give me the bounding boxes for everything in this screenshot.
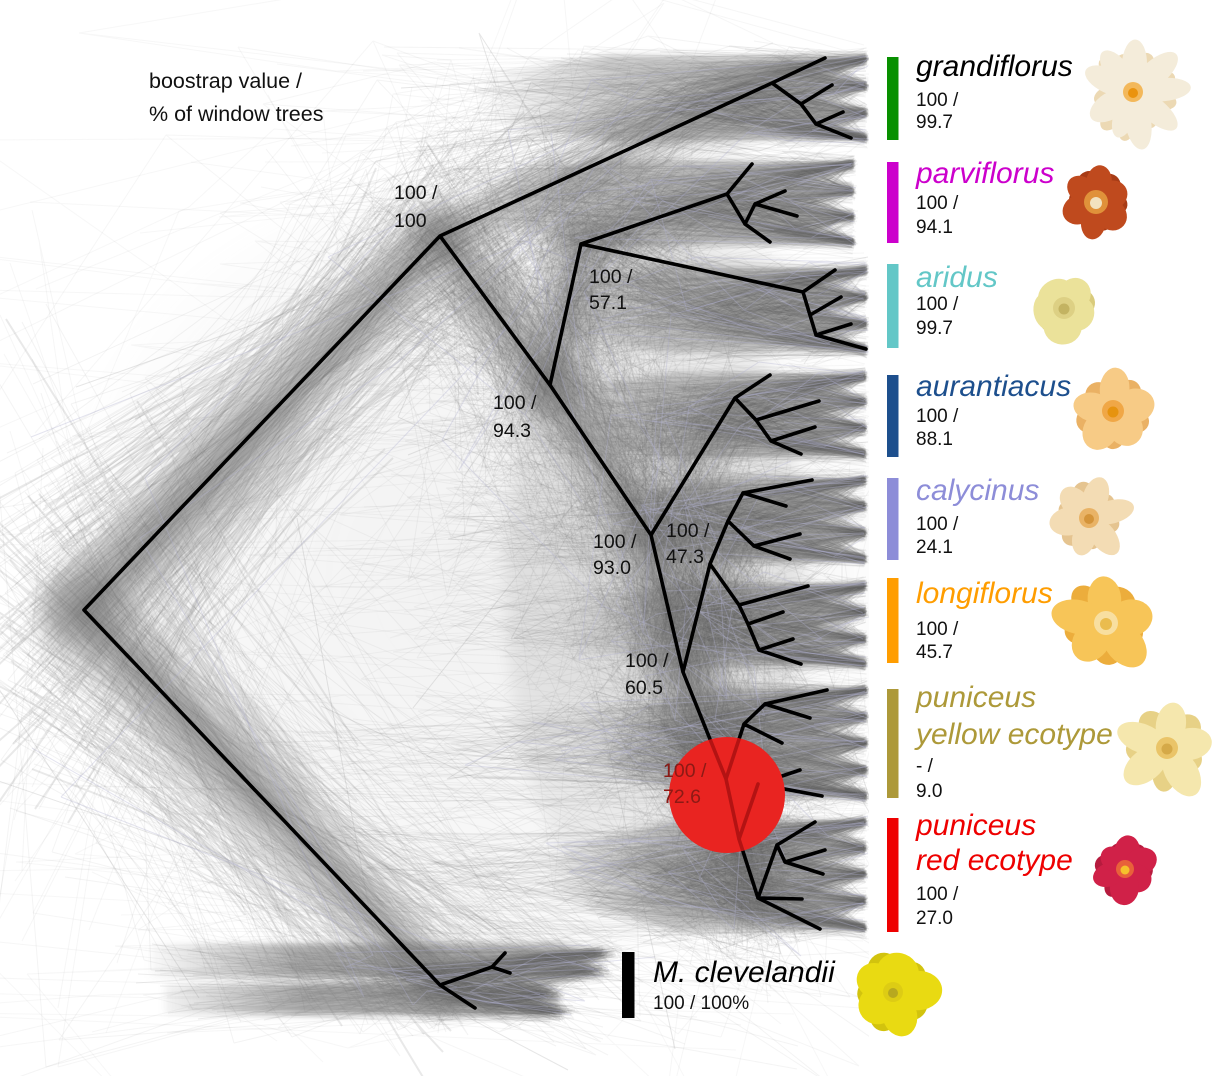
svg-text:- /: - / (916, 756, 934, 777)
svg-text:longiflorus: longiflorus (916, 577, 1053, 610)
svg-text:57.1: 57.1 (589, 292, 627, 314)
svg-text:100 / 100%: 100 / 100% (653, 993, 749, 1014)
svg-text:100 /: 100 / (589, 266, 633, 288)
svg-text:parviflorus: parviflorus (915, 157, 1054, 190)
svg-text:100 /: 100 / (666, 520, 710, 542)
svg-text:100 /: 100 / (916, 884, 959, 905)
svg-text:94.1: 94.1 (916, 217, 953, 238)
svg-text:aridus: aridus (916, 261, 998, 294)
svg-text:yellow ecotype: yellow ecotype (914, 718, 1113, 751)
svg-text:100 /: 100 / (916, 406, 959, 427)
svg-text:M. clevelandii: M. clevelandii (653, 956, 836, 989)
svg-text:100 /: 100 / (663, 760, 707, 782)
svg-text:27.0: 27.0 (916, 908, 953, 929)
svg-text:88.1: 88.1 (916, 429, 953, 450)
svg-text:100 /: 100 / (593, 531, 637, 553)
svg-text:100 /: 100 / (394, 182, 438, 204)
svg-text:aurantiacus: aurantiacus (916, 370, 1071, 403)
svg-text:boostrap value /: boostrap value / (149, 69, 302, 93)
svg-text:45.7: 45.7 (916, 642, 953, 663)
svg-text:60.5: 60.5 (625, 677, 663, 699)
svg-text:47.3: 47.3 (666, 546, 704, 568)
svg-text:99.7: 99.7 (916, 318, 953, 339)
svg-text:100 /: 100 / (493, 392, 537, 414)
svg-text:% of window trees: % of window trees (149, 102, 323, 126)
svg-text:72.6: 72.6 (663, 786, 701, 808)
svg-text:99.7: 99.7 (916, 112, 953, 133)
svg-text:100 /: 100 / (916, 294, 959, 315)
svg-text:puniceus: puniceus (915, 809, 1036, 842)
svg-text:100: 100 (394, 210, 427, 232)
svg-text:calycinus: calycinus (916, 474, 1039, 507)
svg-text:puniceus: puniceus (915, 681, 1036, 714)
svg-text:100 /: 100 / (916, 514, 959, 535)
svg-text:grandiflorus: grandiflorus (916, 50, 1073, 83)
svg-text:100 /: 100 / (916, 193, 959, 214)
svg-text:red ecotype: red ecotype (916, 844, 1073, 877)
svg-text:9.0: 9.0 (916, 781, 942, 802)
svg-text:100 /: 100 / (916, 90, 959, 111)
svg-text:93.0: 93.0 (593, 557, 631, 579)
svg-text:24.1: 24.1 (916, 537, 953, 558)
svg-text:100 /: 100 / (916, 619, 959, 640)
svg-text:100 /: 100 / (625, 650, 669, 672)
svg-text:94.3: 94.3 (493, 420, 531, 442)
